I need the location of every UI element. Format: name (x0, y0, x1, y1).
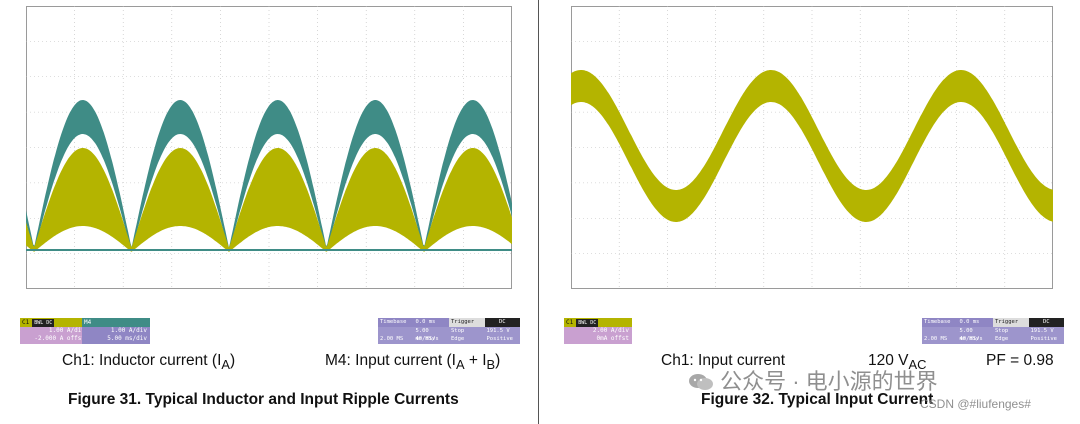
caption-ch1-left: Ch1: Inductor current (IA) (62, 352, 236, 373)
trigger-level-right: 191.5 V (1030, 327, 1054, 334)
caption-vac: 120 VAC (868, 352, 927, 373)
watermark-text: 公众号 · 电小源的世界 (720, 369, 938, 394)
sample-count: 2.00 MS (380, 336, 404, 343)
timebase-offset: 0.0 ms (415, 319, 436, 325)
timebase-r1a (378, 327, 414, 336)
trigger-slope-right: Positive (1030, 336, 1058, 343)
timebase-scale-right: 5.00 ms/div (959, 327, 980, 342)
watermark-wechat: 公众号 · 电小源的世界 (688, 364, 938, 396)
oscilloscope-plot-left (26, 6, 512, 289)
wechat-icon (688, 372, 714, 392)
m4-info-box: M4 1.00 A/div 5.00 ms/div (82, 318, 150, 344)
scope-screen-right (571, 6, 1053, 289)
figure-31-title: Figure 31. Typical Inductor and Input Ri… (68, 391, 459, 408)
timebase-scale: 5.00 ms/div (415, 327, 436, 342)
ch1-label: C1 (22, 318, 30, 326)
ch1-offset-right: 0mA offst (596, 335, 629, 342)
scope-screen-left (26, 6, 512, 289)
trigger-level: 191.5 V (486, 327, 510, 334)
ch1-info-box-right: C1 BWL DC 2.00 A/div 0mA offst (564, 318, 632, 344)
ch1-scale: 1.00 A/div (48, 327, 85, 334)
m4-scale: 1.00 A/div (110, 327, 147, 334)
ch1-scale-right: 2.00 A/div (592, 327, 629, 334)
ch1-tag-right: BWL DC (576, 318, 599, 327)
trigger-mode-right: Stop (995, 327, 1009, 334)
sample-count-right: 2.00 MS (924, 336, 948, 343)
m4-timescale: 5.00 ms/div (107, 335, 147, 342)
sample-rate-right: 40 MS/s (959, 336, 983, 343)
ch1-input-trace (571, 70, 1053, 222)
caption-ch1-right: Ch1: Input current (661, 352, 786, 369)
timebase-label-right: Timebase (924, 319, 951, 325)
trigger-slope: Positive (486, 336, 514, 343)
trigger-mode: Stop (451, 327, 465, 334)
panel-divider (538, 0, 539, 424)
trigger-coupling: DC (484, 318, 520, 327)
trigger-type: Edge (451, 336, 465, 343)
timebase-box-right: Timebase 0.0 ms Trigger DC 5.00 ms/div S… (922, 318, 1064, 344)
trigger-label-right: Trigger (993, 318, 1029, 327)
timebase-offset-right: 0.0 ms (959, 319, 980, 325)
trigger-type-right: Edge (995, 336, 1009, 343)
sample-rate: 40 MS/s (415, 336, 439, 343)
caption-m4: M4: Input current (IA + IB) (325, 352, 501, 373)
figure-32-panel: C1 BWL DC 2.00 A/div 0mA offst Timebase … (540, 0, 1080, 424)
timebase-r1a-right (922, 327, 958, 336)
trigger-label: Trigger (449, 318, 485, 327)
ch1-trace (26, 148, 512, 252)
ch1-label-right: C1 (566, 318, 574, 326)
timebase-box-left: Timebase 0.0 ms Trigger DC 5.00 ms/div S… (378, 318, 520, 344)
timebase-label: Timebase (380, 319, 407, 325)
m4-trace (26, 100, 512, 252)
watermark-csdn: CSDN @#liufenges# (920, 397, 1031, 411)
m4-label: M4 (84, 318, 92, 326)
figure-31-panel: C1 BWL DC 1.00 A/div -2.000 A offst M4 1… (0, 0, 538, 424)
ch1-info-box: C1 BWL DC 1.00 A/div -2.000 A offst (20, 318, 88, 344)
ch1-offset: -2.000 A offst (34, 335, 85, 342)
trigger-coupling-right: DC (1028, 318, 1064, 327)
oscilloscope-plot-right (571, 6, 1053, 289)
ch1-tag: BWL DC (32, 318, 55, 327)
figure-32-title: Figure 32. Typical Input Current (701, 391, 934, 408)
caption-pf: PF = 0.98 (986, 352, 1054, 369)
